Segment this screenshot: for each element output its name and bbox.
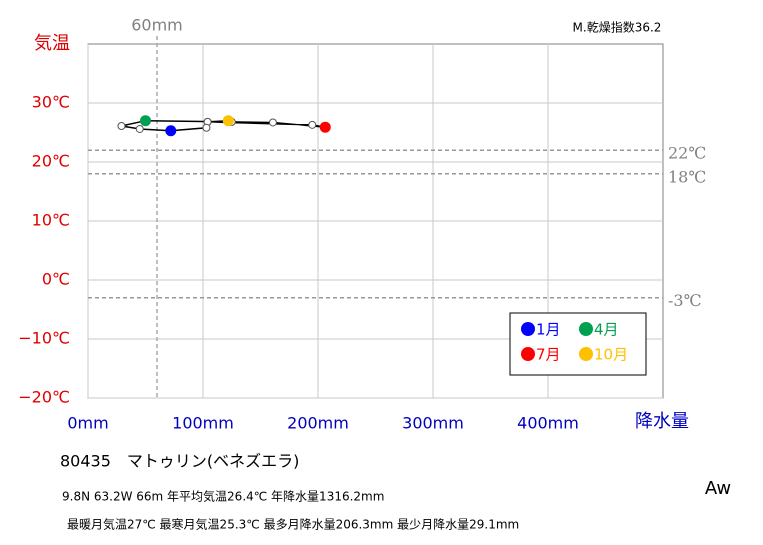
month-point (268, 118, 277, 127)
month-point (135, 124, 144, 133)
month-point (202, 123, 211, 132)
legend-marker (579, 322, 593, 336)
y-axis-label: 気温 (34, 33, 70, 54)
x-axis-label: 降水量 (635, 411, 689, 432)
info-line: 最暖月気温27℃ 最寒月気温25.3℃ 最多月降水量206.3mm 最少月降水量… (67, 517, 519, 532)
x-tick-label: 100mm (172, 414, 234, 433)
legend (509, 312, 647, 376)
reference-label: 60mm (131, 16, 183, 35)
legend-marker (521, 322, 535, 336)
month-point (308, 120, 317, 129)
month-point (165, 125, 177, 137)
month-point (140, 115, 151, 127)
y-tick-label: 20℃ (32, 152, 70, 171)
y-tick-label: −20℃ (18, 388, 70, 407)
month-point (222, 115, 234, 127)
reference-label: 18℃ (668, 167, 706, 186)
x-tick-label: 200mm (287, 414, 349, 433)
y-tick-label: 10℃ (32, 211, 70, 230)
dryness-index: M.乾燥指数36.2 (573, 20, 662, 35)
legend-label: 10月 (594, 346, 628, 364)
legend-marker (579, 347, 593, 361)
legend-label: 7月 (536, 346, 561, 364)
y-tick-label: 0℃ (42, 270, 70, 289)
reference-label: 22℃ (668, 144, 706, 163)
legend-label: 4月 (594, 321, 619, 339)
x-tick-label: 0mm (67, 414, 108, 433)
x-tick-label: 400mm (517, 414, 579, 433)
station: 80435 マトゥリン(ベネズエラ) (60, 452, 299, 471)
y-tick-label: −10℃ (18, 329, 70, 348)
info-line: 9.8N 63.2W 66m 年平均気温26.4℃ 年降水量1316.2mm (62, 489, 384, 504)
legend-label: 1月 (536, 321, 561, 339)
reference-label: -3℃ (668, 291, 701, 310)
legend-marker (521, 347, 535, 361)
climate-class: Aw (705, 478, 731, 499)
x-tick-label: 300mm (402, 414, 464, 433)
month-point (319, 121, 331, 133)
month-point (117, 122, 126, 131)
y-tick-label: 30℃ (32, 93, 70, 112)
